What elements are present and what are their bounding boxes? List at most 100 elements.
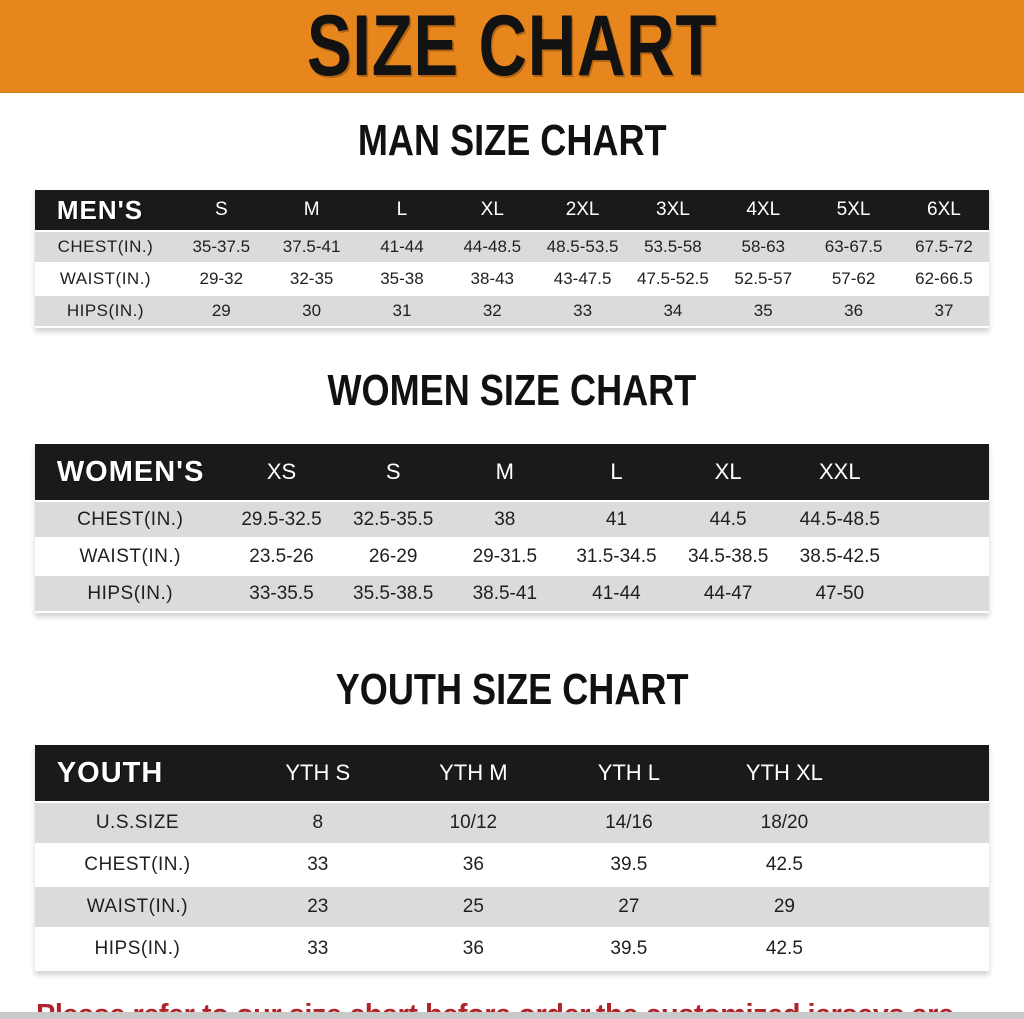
spacer-cell: [895, 576, 990, 611]
size-value-cell: 47.5-52.5: [627, 264, 719, 294]
size-value-cell: 36: [808, 296, 899, 326]
page-title: SIZE CHART: [306, 0, 718, 93]
size-column-header: YTH XL: [706, 745, 863, 801]
size-value-cell: 26-29: [337, 539, 449, 574]
size-value-cell: 39.5: [551, 845, 707, 885]
size-value-cell: 33: [240, 929, 396, 969]
size-value-cell: 32.5-35.5: [337, 502, 449, 537]
size-value-cell: 37.5-41: [266, 232, 357, 262]
size-value-cell: 57-62: [808, 264, 899, 294]
size-column-header: L: [356, 190, 448, 230]
size-value-cell: 29.5-32.5: [225, 502, 338, 537]
size-value-cell: 41-44: [356, 232, 448, 262]
men-section-heading-text: MAN SIZE CHART: [357, 116, 667, 165]
size-value-cell: 33: [537, 296, 628, 326]
measurement-label: CHEST(IN.): [34, 232, 177, 262]
table-header-row: WOMEN'S XS S M L XL XXL: [34, 444, 990, 500]
measurement-label: U.S.SIZE: [34, 803, 240, 843]
men-section-heading: MAN SIZE CHART: [0, 116, 1024, 166]
size-value-cell: 8: [240, 803, 396, 843]
spacer-cell: [862, 929, 990, 969]
size-column-header: M: [448, 444, 561, 500]
size-value-cell: 52.5-57: [718, 264, 809, 294]
size-value-cell: 36: [395, 929, 552, 969]
size-column-header: XS: [225, 444, 338, 500]
measurement-label: HIPS(IN.): [34, 929, 240, 969]
spacer-cell: [862, 845, 990, 885]
size-value-cell: 27: [551, 887, 707, 927]
table-header-row: YOUTH YTH S YTH M YTH L YTH XL: [34, 745, 990, 801]
size-value-cell: 29: [706, 887, 863, 927]
size-value-cell: 35-38: [356, 264, 448, 294]
size-column-header: XL: [447, 190, 538, 230]
size-column-header: 5XL: [808, 190, 899, 230]
size-column-header: S: [176, 190, 267, 230]
size-value-cell: 42.5: [706, 929, 863, 969]
size-value-cell: 38.5-41: [448, 576, 561, 611]
table-group-label: YOUTH: [34, 745, 240, 801]
size-value-cell: 35.5-38.5: [337, 576, 449, 611]
size-column-header: M: [266, 190, 357, 230]
size-value-cell: 43-47.5: [537, 264, 628, 294]
size-column-header: YTH S: [240, 745, 396, 801]
table-header-row: MEN'S S M L XL 2XL 3XL 4XL 5XL 6XL: [34, 190, 990, 230]
size-column-header: 4XL: [718, 190, 809, 230]
measurement-label: HIPS(IN.): [34, 296, 177, 326]
size-value-cell: 37: [898, 296, 990, 326]
table-row: HIPS(IN.) 33 36 39.5 42.5: [34, 929, 990, 969]
size-value-cell: 42.5: [706, 845, 863, 885]
size-value-cell: 35: [718, 296, 809, 326]
size-column-header: YTH L: [551, 745, 707, 801]
youth-section-heading-text: YOUTH SIZE CHART: [335, 665, 689, 714]
size-value-cell: 44.5-48.5: [783, 502, 896, 537]
measurement-label: CHEST(IN.): [34, 845, 240, 885]
section-men-size-chart: MAN SIZE CHART MEN'S S M L XL 2XL 3XL 4XL 5XL 6XL…: [0, 116, 1024, 328]
size-column-header: L: [560, 444, 673, 500]
size-value-cell: 23: [240, 887, 396, 927]
measurement-label: WAIST(IN.): [34, 539, 226, 574]
size-value-cell: 48.5-53.5: [537, 232, 628, 262]
women-section-heading: WOMEN SIZE CHART: [0, 366, 1024, 416]
size-value-cell: 44.5: [672, 502, 784, 537]
spacer-cell: [862, 887, 990, 927]
size-value-cell: 58-63: [718, 232, 809, 262]
measurement-label: HIPS(IN.): [34, 576, 226, 611]
section-women-size-chart: WOMEN SIZE CHART WOMEN'S XS S M L XL XXL CHEST(…: [0, 366, 1024, 613]
size-value-cell: 18/20: [706, 803, 863, 843]
table-row: WAIST(IN.) 29-32 32-35 35-38 38-43 43-47.5 47.…: [34, 264, 990, 294]
size-value-cell: 63-67.5: [808, 232, 899, 262]
spacer-cell: [895, 539, 990, 574]
table-row: U.S.SIZE 8 10/12 14/16 18/20: [34, 803, 990, 843]
size-column-header: S: [337, 444, 449, 500]
size-value-cell: 23.5-26: [225, 539, 338, 574]
table-row: WAIST(IN.) 23 25 27 29: [34, 887, 990, 927]
size-value-cell: 14/16: [551, 803, 707, 843]
table-group-label: MEN'S: [34, 190, 177, 230]
size-value-cell: 34.5-38.5: [672, 539, 784, 574]
table-group-label: WOMEN'S: [34, 444, 226, 500]
women-section-heading-text: WOMEN SIZE CHART: [327, 366, 697, 415]
size-column-header: 3XL: [627, 190, 719, 230]
size-value-cell: 36: [395, 845, 552, 885]
size-value-cell: 32: [447, 296, 538, 326]
size-column-header: 2XL: [537, 190, 628, 230]
size-value-cell: 31.5-34.5: [560, 539, 673, 574]
size-value-cell: 39.5: [551, 929, 707, 969]
size-value-cell: 25: [395, 887, 552, 927]
youth-section-heading: YOUTH SIZE CHART: [0, 665, 1024, 715]
table-row: CHEST(IN.) 33 36 39.5 42.5: [34, 845, 990, 885]
banner: SIZE CHART: [0, 0, 1024, 93]
size-value-cell: 62-66.5: [898, 264, 990, 294]
size-value-cell: 41-44: [560, 576, 673, 611]
size-value-cell: 38.5-42.5: [783, 539, 896, 574]
spacer-cell: [895, 502, 990, 537]
size-value-cell: 67.5-72: [898, 232, 990, 262]
table-row: HIPS(IN.) 29 30 31 32 33 34 35 36 37: [34, 296, 990, 326]
measurement-label: WAIST(IN.): [34, 264, 177, 294]
women-size-table: WOMEN'S XS S M L XL XXL CHEST(IN.) 29.5-32.5 32.5…: [34, 442, 990, 613]
size-value-cell: 38-43: [447, 264, 538, 294]
men-size-table: MEN'S S M L XL 2XL 3XL 4XL 5XL 6XL CHEST(IN.) 35-37…: [34, 188, 990, 328]
size-value-cell: 10/12: [395, 803, 552, 843]
size-value-cell: 41: [560, 502, 673, 537]
